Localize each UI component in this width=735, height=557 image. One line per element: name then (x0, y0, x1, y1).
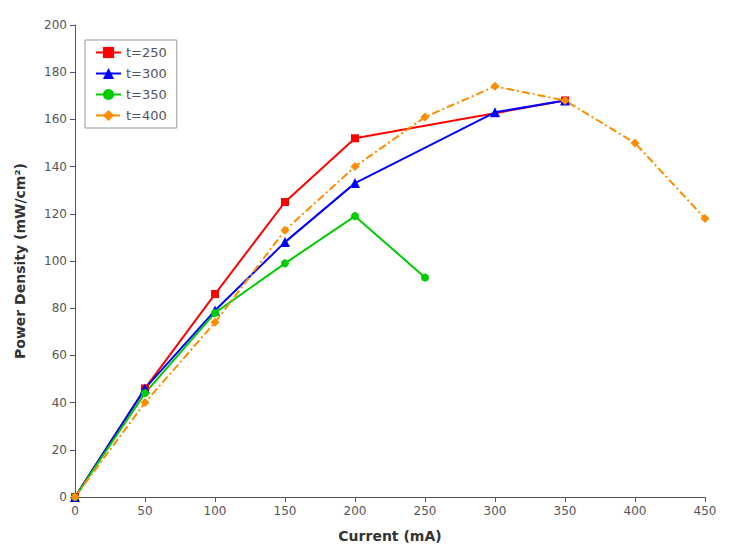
svg-text:180: 180 (44, 65, 67, 79)
svg-text:Power Density (mW/cm²): Power Density (mW/cm²) (12, 163, 28, 359)
svg-text:140: 140 (44, 160, 67, 174)
svg-text:20: 20 (52, 443, 67, 457)
svg-text:t=400: t=400 (126, 108, 167, 123)
svg-text:350: 350 (554, 504, 577, 518)
svg-text:t=250: t=250 (126, 45, 167, 60)
svg-text:120: 120 (44, 207, 67, 221)
svg-text:400: 400 (624, 504, 647, 518)
svg-text:100: 100 (44, 254, 67, 268)
svg-text:60: 60 (52, 348, 67, 362)
svg-text:0: 0 (71, 504, 79, 518)
svg-text:150: 150 (274, 504, 297, 518)
svg-text:300: 300 (484, 504, 507, 518)
svg-text:450: 450 (694, 504, 717, 518)
svg-text:50: 50 (137, 504, 152, 518)
svg-text:100: 100 (204, 504, 227, 518)
svg-text:t=350: t=350 (126, 87, 167, 102)
svg-text:0: 0 (59, 490, 67, 504)
svg-text:80: 80 (52, 301, 67, 315)
svg-text:250: 250 (414, 504, 437, 518)
svg-text:Current (mA): Current (mA) (338, 528, 441, 544)
svg-text:40: 40 (52, 396, 67, 410)
svg-text:160: 160 (44, 112, 67, 126)
svg-text:200: 200 (44, 18, 67, 32)
svg-text:t=300: t=300 (126, 66, 167, 81)
svg-text:200: 200 (344, 504, 367, 518)
